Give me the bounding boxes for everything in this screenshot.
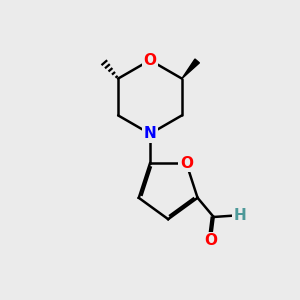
Text: O: O bbox=[143, 53, 157, 68]
Text: O: O bbox=[204, 233, 217, 248]
Text: N: N bbox=[144, 126, 156, 141]
Polygon shape bbox=[182, 59, 200, 79]
Text: H: H bbox=[234, 208, 247, 223]
Text: O: O bbox=[180, 156, 193, 171]
